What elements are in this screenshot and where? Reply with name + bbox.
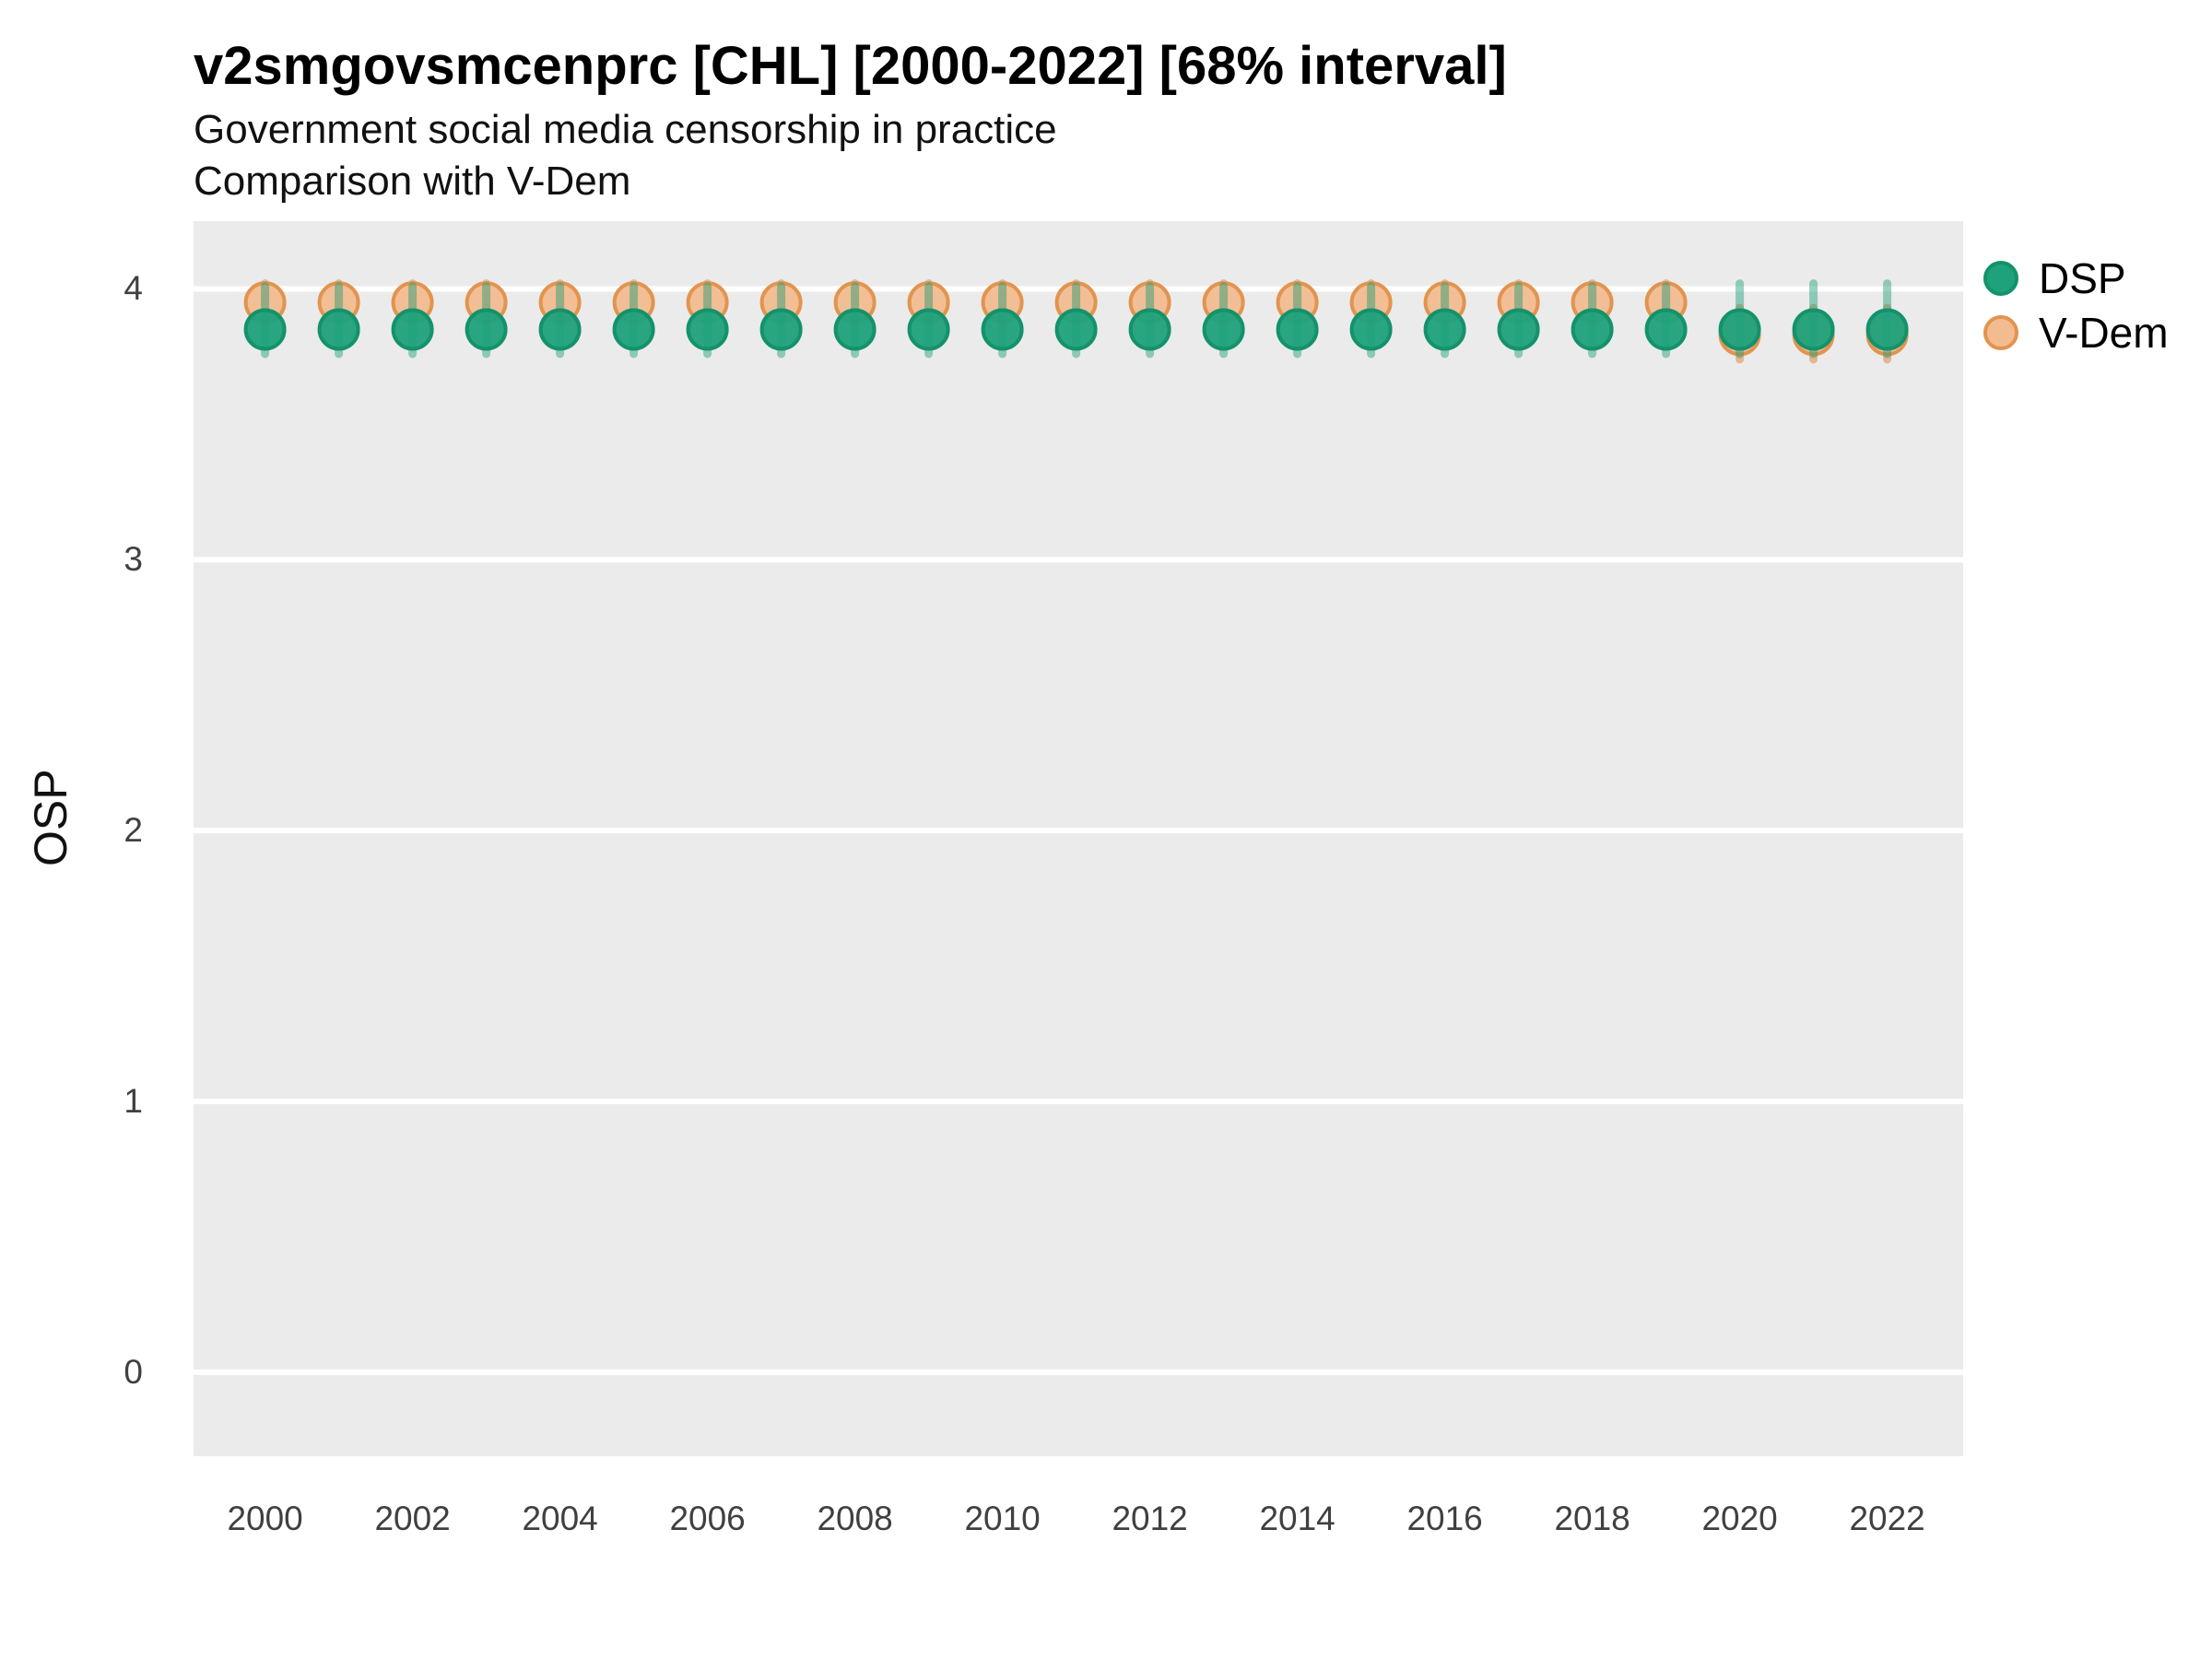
y-tick-label-1: 1: [124, 1082, 143, 1121]
dsp-point-2019: [1644, 308, 1688, 351]
panel-background: [194, 221, 1963, 1456]
dsp-point-2020: [1718, 308, 1761, 351]
dsp-point-2018: [1571, 308, 1614, 351]
dsp-point-2009: [907, 308, 950, 351]
x-tick-label-2004: 2004: [522, 1500, 598, 1537]
dsp-point-2022: [1865, 308, 1909, 351]
y-tick-label-0: 0: [124, 1352, 143, 1391]
legend: DSP V-Dem: [1983, 251, 2169, 359]
x-tick-label-2016: 2016: [1406, 1500, 1483, 1537]
chart-subtitle-line1: Government social media censorship in pr…: [194, 107, 1057, 152]
y-tick-label-2: 2: [124, 811, 143, 850]
legend-item-vdem: V-Dem: [1983, 305, 2169, 359]
dsp-point-2014: [1276, 308, 1319, 351]
dsp-point-2016: [1423, 308, 1466, 351]
chart-title: v2smgovsmcenprc [CHL] [2000-2022] [68% i…: [194, 36, 1507, 96]
dsp-point-2006: [686, 308, 729, 351]
x-tick-label-2006: 2006: [669, 1500, 746, 1537]
x-tick-label-2022: 2022: [1849, 1500, 1925, 1537]
x-tick-label-2012: 2012: [1112, 1500, 1188, 1537]
dsp-point-2008: [833, 308, 877, 351]
x-tick-label-2018: 2018: [1554, 1500, 1630, 1537]
legend-label-vdem: V-Dem: [2039, 308, 2169, 357]
dsp-point-2005: [612, 308, 655, 351]
chart-subtitle-line2: Comparison with V-Dem: [194, 159, 631, 204]
dsp-point-2017: [1497, 308, 1540, 351]
vdem-legend-dot-icon: [1983, 314, 2018, 350]
dsp-point-2001: [317, 308, 360, 351]
y-tick-label-3: 3: [124, 540, 143, 579]
x-tick-label-2010: 2010: [964, 1500, 1041, 1537]
dsp-point-2004: [538, 308, 582, 351]
x-tick-label-2020: 2020: [1701, 1500, 1778, 1537]
dsp-point-2011: [1054, 308, 1098, 351]
dsp-point-2010: [981, 308, 1024, 351]
dsp-point-2012: [1128, 308, 1171, 351]
x-tick-label-2014: 2014: [1259, 1500, 1335, 1537]
dsp-point-2007: [759, 308, 803, 351]
dsp-point-2003: [465, 308, 508, 351]
dsp-point-2021: [1792, 308, 1835, 351]
dsp-point-2000: [243, 308, 287, 351]
legend-item-dsp: DSP: [1983, 251, 2169, 305]
dsp-point-2015: [1349, 308, 1393, 351]
x-tick-label-2002: 2002: [374, 1500, 451, 1537]
dsp-legend-dot-icon: [1983, 260, 2018, 296]
legend-label-dsp: DSP: [2039, 253, 2126, 302]
y-tick-label-4: 4: [124, 269, 143, 308]
dsp-point-2013: [1202, 308, 1245, 351]
x-tick-label-2000: 2000: [227, 1500, 303, 1537]
dsp-point-2002: [391, 308, 434, 351]
x-tick-label-2008: 2008: [817, 1500, 893, 1537]
